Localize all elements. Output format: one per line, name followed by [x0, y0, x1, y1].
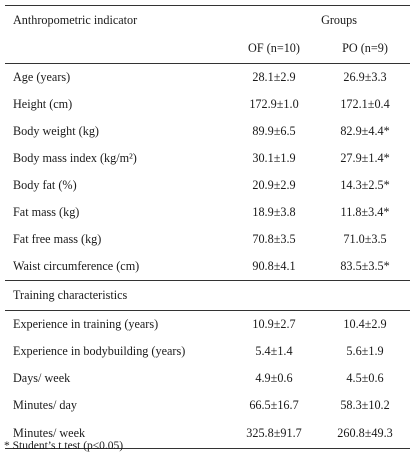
table-row: Height (cm) 172.9±1.0 172.1±0.4 [5, 91, 410, 118]
row-of-value: 18.9±3.8 [252, 205, 296, 219]
row-po-value: 83.5±3.5* [340, 259, 390, 273]
table-row: Minutes/ week 325.8±91.7 260.8±49.3 [5, 419, 411, 449]
row-of-value: 66.5±16.7 [249, 398, 299, 412]
row-of-value: 172.9±1.0 [249, 97, 299, 111]
row-label: Minutes/ day [13, 398, 77, 412]
table-row: Days/ week 4.9±0.6 4.5±0.6 [5, 365, 410, 392]
row-of-value: 4.9±0.6 [255, 371, 293, 385]
row-label: Minutes/ week [5, 419, 228, 449]
section-row: Training characteristics [5, 280, 411, 311]
row-label: Fat free mass (kg) [13, 232, 102, 246]
row-po-value: 26.9±3.3 [343, 70, 387, 84]
row-of-value: 89.9±6.5 [252, 124, 296, 138]
row-of-value: 10.9±2.7 [252, 317, 296, 331]
subheader-row: OF (n=10) PO (n=9) [5, 34, 411, 64]
row-of-value: 70.8±3.5 [252, 232, 296, 246]
header-po: PO (n=9) [320, 34, 411, 64]
table-row: Minutes/ day 66.5±16.7 58.3±10.2 [5, 392, 410, 419]
row-label: Body fat (%) [13, 178, 77, 192]
row-of-value: 5.4±1.4 [255, 344, 293, 358]
row-label: Height (cm) [13, 97, 73, 111]
row-po-value: 71.0±3.5 [343, 232, 387, 246]
table-row: Experience in training (years) 10.9±2.7 … [5, 311, 410, 339]
row-po-value: 58.3±10.2 [340, 398, 390, 412]
table-row: Body fat (%) 20.9±2.9 14.3±2.5* [5, 172, 410, 199]
header-indicator: Anthropometric indicator [5, 5, 228, 34]
row-label: Fat mass (kg) [13, 205, 80, 219]
row-label: Body weight (kg) [13, 124, 99, 138]
row-po-value: 11.8±3.4* [340, 205, 390, 219]
row-po-value: 4.5±0.6 [346, 371, 384, 385]
header-groups: Groups [228, 5, 411, 34]
table-row: Age (years) 28.1±2.9 26.9±3.3 [5, 64, 410, 92]
row-po-value: 10.4±2.9 [343, 317, 387, 331]
table-row: Body mass index (kg/m²) 30.1±1.9 27.9±1.… [5, 145, 410, 172]
row-label: Experience in bodybuilding (years) [13, 344, 186, 358]
row-label: Experience in training (years) [13, 317, 159, 331]
row-label: Waist circumference (cm) [13, 259, 140, 273]
section-title: Training characteristics [5, 280, 411, 311]
row-label: Body mass index (kg/m²) [13, 151, 137, 165]
table-row: Experience in bodybuilding (years) 5.4±1… [5, 338, 410, 365]
table-row: Waist circumference (cm) 90.8±4.1 83.5±3… [5, 253, 410, 281]
anthropometric-table: Anthropometric indicator Groups OF (n=10… [5, 5, 411, 449]
table-row: Fat mass (kg) 18.9±3.8 11.8±3.4* [5, 199, 410, 226]
row-of-value: 28.1±2.9 [252, 70, 296, 84]
row-label: Days/ week [13, 371, 71, 385]
row-po-value: 27.9±1.4* [340, 151, 390, 165]
row-of-value: 30.1±1.9 [252, 151, 296, 165]
row-of-value: 20.9±2.9 [252, 178, 296, 192]
header-of: OF (n=10) [228, 34, 320, 64]
row-po-value: 14.3±2.5* [340, 178, 390, 192]
header-row: Anthropometric indicator Groups [5, 5, 411, 34]
row-po-value: 172.1±0.4 [340, 97, 390, 111]
row-of-value: 90.8±4.1 [252, 259, 296, 273]
row-po-value: 5.6±1.9 [346, 344, 384, 358]
row-po-value: 260.8±49.3 [320, 419, 411, 449]
table-row: Body weight (kg) 89.9±6.5 82.9±4.4* [5, 118, 410, 145]
row-po-value: 82.9±4.4* [340, 124, 390, 138]
row-of-value: 325.8±91.7 [228, 419, 320, 449]
footnote: * Student’s t test (p≤0.05) [4, 440, 124, 452]
subheader-empty [5, 34, 228, 64]
row-label: Age (years) [13, 70, 71, 84]
table-row: Fat free mass (kg) 70.8±3.5 71.0±3.5 [5, 226, 410, 253]
